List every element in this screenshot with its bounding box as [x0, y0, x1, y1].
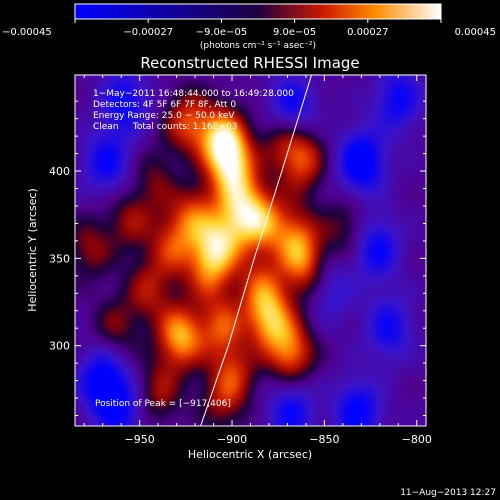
footer-date: 11−Aug−2013 12:27 [400, 488, 496, 498]
x-axis-label: Heliocentric X (arcsec) [188, 448, 312, 461]
y-tick-label: 300 [49, 340, 70, 353]
peak-position-label: Position of Peak = [−917,406] [95, 399, 231, 409]
annotation-clean-counts: Clean Total counts: 1.16E+03 [93, 122, 237, 132]
axis-ticks: −950 −900 −850 −800 300 350 400 [49, 75, 432, 446]
colorbar-tick-label: −0.00045 [2, 27, 52, 38]
colorbar-tick-label: 0.00045 [455, 27, 496, 38]
chart-title: Reconstructed RHESSI Image [140, 54, 359, 72]
x-tick-label: −950 [125, 433, 155, 446]
y-axis-label: Heliocentric Y (arcsec) [26, 188, 39, 312]
colorbar-tick-label: −9.0e−05 [196, 27, 248, 38]
colorbar-unit-label: (photons cm⁻² s⁻¹ asec⁻²) [200, 41, 316, 51]
y-tick-label: 400 [49, 165, 70, 178]
annotation-detectors: Detectors: 4F 5F 6F 7F 8F, Att 0 [93, 100, 236, 110]
colorbar [74, 3, 442, 20]
y-tick-label: 350 [49, 252, 70, 265]
annotation-energy-range: Energy Range: 25.0 − 50.0 keV [93, 111, 235, 121]
x-tick-label: −900 [217, 433, 247, 446]
heatmap-image [75, 75, 426, 426]
colorbar-tick-label: −0.00027 [123, 27, 173, 38]
annotation-time-range: 1−May−2011 16:48:44.000 to 16:49:28.000 [93, 89, 294, 99]
x-tick-label: −800 [402, 433, 432, 446]
colorbar-ticks: −0.00045 −0.00027 −9.0e−05 9.0e−05 0.00027 0.… [2, 19, 496, 38]
colorbar-tick-label: 9.0e−05 [273, 27, 316, 38]
solar-limb-curve [200, 75, 312, 426]
colorbar-tick-label: 0.00027 [347, 27, 388, 38]
x-tick-label: −850 [309, 433, 339, 446]
